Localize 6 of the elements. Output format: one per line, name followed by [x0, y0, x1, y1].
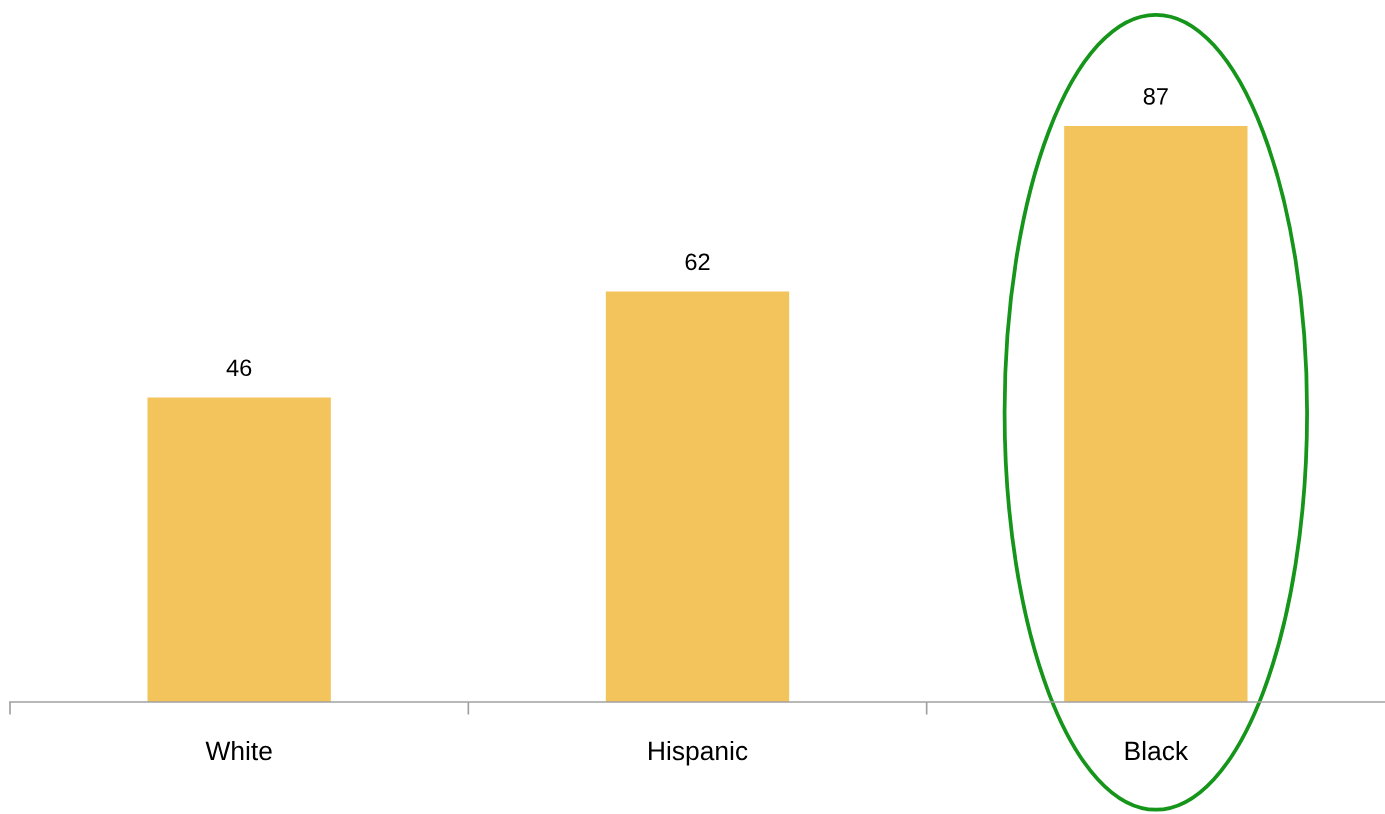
- data-label: 87: [1143, 87, 1168, 105]
- x-tick-label: Black: [1125, 740, 1189, 761]
- x-tick-label: Hispanic: [649, 740, 748, 766]
- x-tick-label: White: [205, 740, 272, 761]
- data-label: 46: [226, 359, 252, 377]
- data-label: 62: [685, 253, 710, 271]
